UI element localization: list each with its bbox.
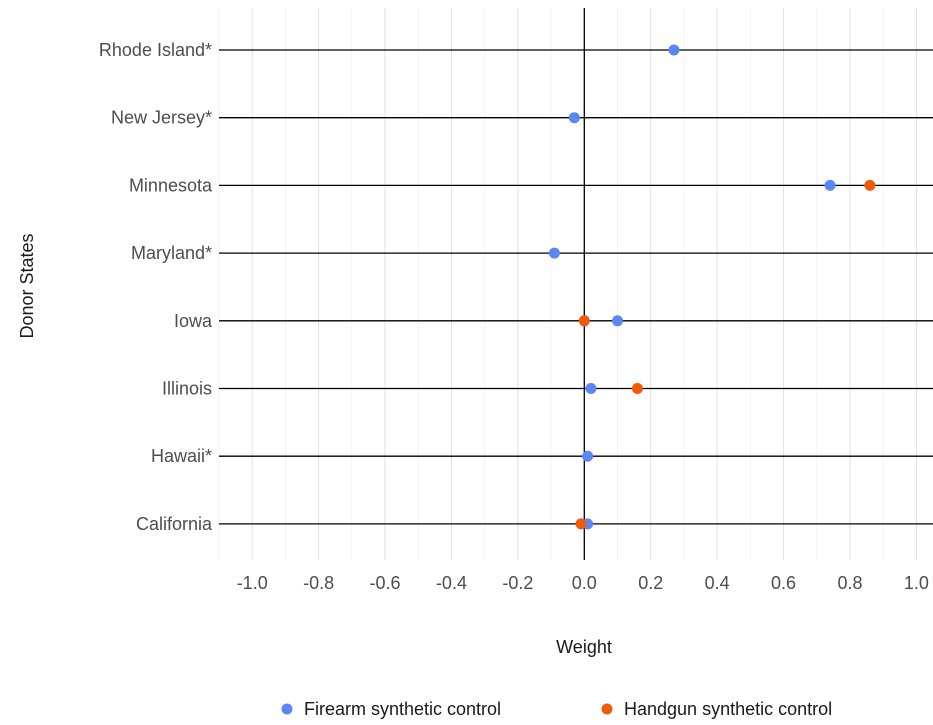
x-tick-label: 0.0 bbox=[572, 573, 597, 593]
x-tick-label: 1.0 bbox=[904, 573, 929, 593]
firearm-point bbox=[582, 450, 594, 462]
x-axis-title: Weight bbox=[556, 637, 612, 657]
x-tick-label: 0.4 bbox=[705, 573, 730, 593]
x-tick-label: 0.6 bbox=[771, 573, 796, 593]
x-tick-label: -0.6 bbox=[370, 573, 401, 593]
firearm-point bbox=[568, 112, 580, 124]
firearm-point bbox=[548, 247, 560, 259]
x-tick-label: 0.2 bbox=[638, 573, 663, 593]
handgun-point bbox=[578, 315, 590, 327]
x-tick-label: -0.2 bbox=[502, 573, 533, 593]
legend-label-handgun: Handgun synthetic control bbox=[624, 699, 832, 719]
handgun-point bbox=[864, 179, 876, 191]
firearm-point bbox=[824, 179, 836, 191]
y-tick-label: New Jersey* bbox=[111, 108, 212, 128]
y-tick-label: California bbox=[136, 514, 213, 534]
y-tick-label: Iowa bbox=[174, 311, 213, 331]
x-tick-label: -0.4 bbox=[436, 573, 467, 593]
firearm-point bbox=[585, 383, 597, 394]
y-tick-label: Hawaii* bbox=[151, 446, 212, 466]
x-tick-label: -1.0 bbox=[237, 573, 268, 593]
y-tick-label: Rhode Island* bbox=[99, 40, 212, 60]
x-tick-labels: -1.0 -0.8 -0.6 -0.4 -0.2 0.0 0.2 0.4 0.6 0.8 1.0 bbox=[237, 573, 929, 593]
x-tick-label: -0.8 bbox=[303, 573, 334, 593]
y-axis-title: Donor States bbox=[17, 233, 37, 338]
firearm-point bbox=[612, 315, 624, 327]
data-points bbox=[548, 44, 876, 530]
y-tick-label: Minnesota bbox=[129, 175, 213, 195]
y-tick-label: Maryland* bbox=[131, 243, 212, 263]
legend: Firearm synthetic control Handgun synthe… bbox=[281, 699, 832, 719]
grid-lines bbox=[218, 8, 917, 560]
legend-label-firearm: Firearm synthetic control bbox=[304, 699, 501, 719]
y-tick-label: Illinois bbox=[162, 379, 212, 399]
legend-swatch-firearm bbox=[281, 703, 293, 715]
handgun-point bbox=[575, 518, 587, 530]
y-tick-labels: Rhode Island* New Jersey* Minnesota Marylan… bbox=[99, 40, 213, 534]
handgun-point bbox=[631, 383, 643, 394]
firearm-point bbox=[668, 44, 680, 56]
x-tick-label: 0.8 bbox=[837, 573, 862, 593]
legend-swatch-handgun bbox=[601, 703, 613, 715]
